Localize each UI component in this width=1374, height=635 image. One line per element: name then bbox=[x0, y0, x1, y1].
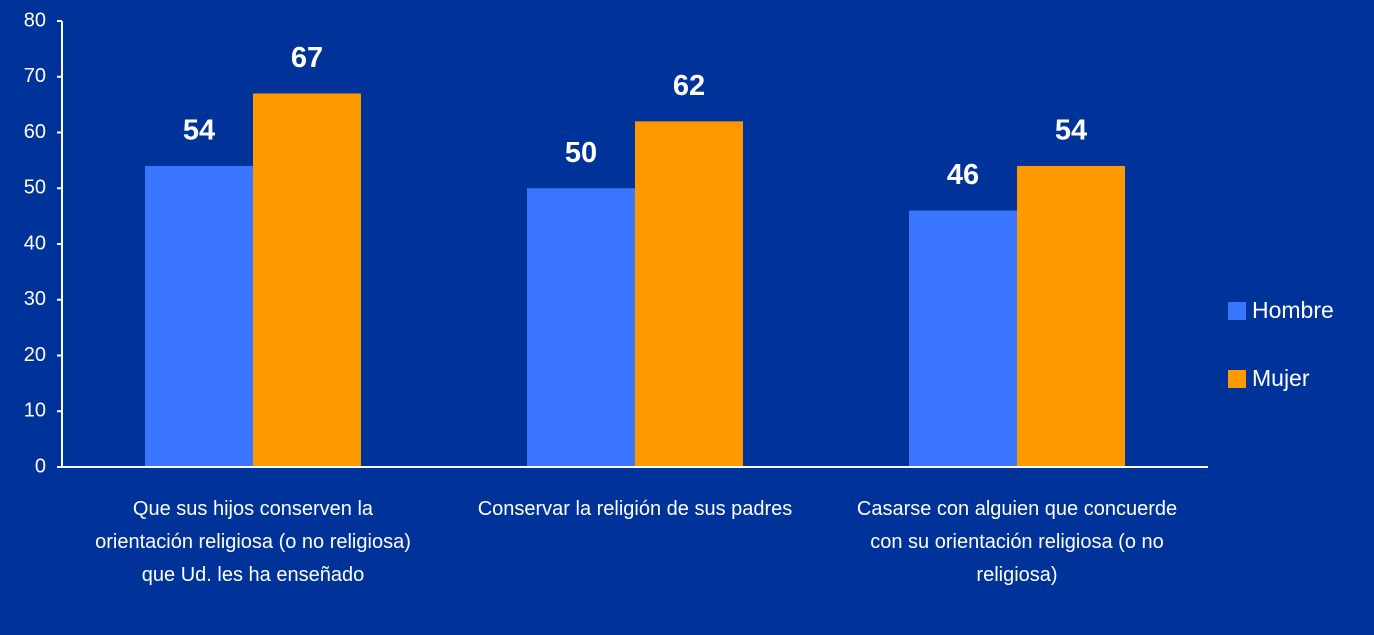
legend-label: Mujer bbox=[1252, 365, 1310, 391]
y-tick-label: 20 bbox=[24, 344, 46, 366]
value-label: 62 bbox=[673, 70, 705, 102]
legend-label: Hombre bbox=[1252, 297, 1334, 323]
x-tick-label: Casarse con alguien que concuerde con su… bbox=[856, 498, 1178, 586]
legend-swatch bbox=[1228, 370, 1246, 388]
bar bbox=[909, 210, 1017, 468]
y-tick-label: 30 bbox=[24, 288, 46, 310]
y-tick-label: 60 bbox=[24, 121, 46, 143]
bar bbox=[635, 121, 743, 467]
bar bbox=[527, 188, 635, 467]
x-tick-label: Conservar la religión de sus padres bbox=[477, 498, 793, 520]
y-tick-label: 70 bbox=[24, 65, 46, 87]
value-label: 50 bbox=[565, 137, 597, 169]
y-tick-label: 10 bbox=[24, 400, 46, 422]
value-label: 46 bbox=[947, 159, 979, 191]
value-label: 54 bbox=[1055, 115, 1087, 147]
y-tick-label: 50 bbox=[24, 177, 46, 199]
y-tick-label: 0 bbox=[35, 455, 46, 477]
bar bbox=[1017, 165, 1125, 467]
bar bbox=[253, 93, 361, 467]
bar bbox=[145, 165, 253, 467]
y-tick-label: 80 bbox=[24, 9, 46, 31]
y-tick-label: 40 bbox=[24, 232, 46, 254]
x-tick-label: Que sus hijos conserven la orientación r… bbox=[95, 498, 411, 586]
value-label: 67 bbox=[291, 42, 323, 74]
legend-swatch bbox=[1228, 302, 1246, 320]
value-label: 54 bbox=[183, 115, 215, 147]
